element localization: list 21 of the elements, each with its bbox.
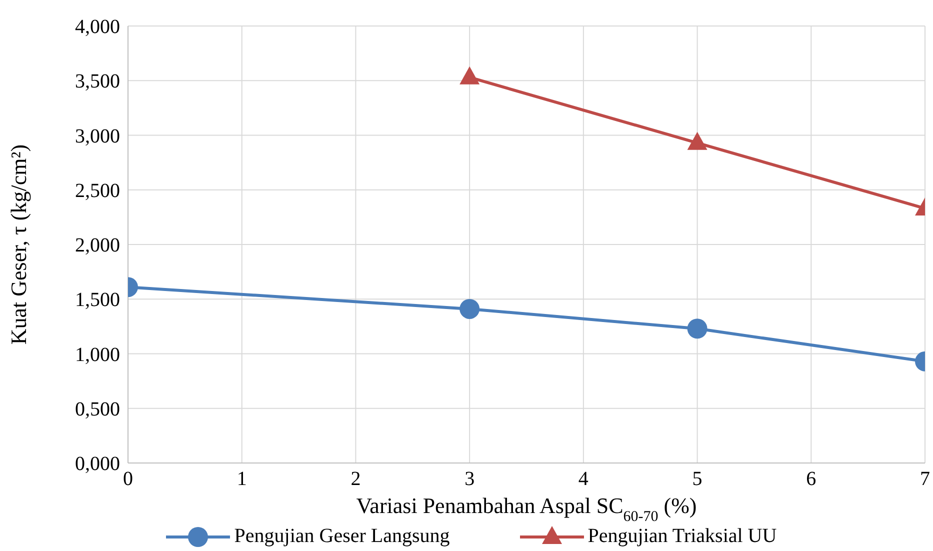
- y-tick-label: 1,500: [75, 289, 120, 312]
- x-axis-title: Variasi Penambahan Aspal SC$_{60-70}$ (%): [356, 493, 697, 525]
- y-tick-label: 0,500: [75, 398, 120, 420]
- y-tick-label: 1,000: [75, 344, 120, 366]
- x-tick-label: 1: [236, 468, 247, 490]
- x-tick-label: 2: [350, 468, 361, 490]
- x-tick-label: 7: [920, 468, 930, 490]
- x-tick-label: 4: [578, 468, 588, 490]
- legend-label: Pengujian Geser Langsung: [234, 525, 450, 548]
- x-tick-label: 6: [806, 468, 816, 490]
- x-tick-label: 5: [692, 468, 702, 490]
- y-tick-label: 2,500: [75, 180, 120, 202]
- x-tick-label: 0: [123, 468, 133, 490]
- y-tick-label: 4,000: [75, 16, 120, 38]
- y-axis-title: Kuat Geser, τ (kg/cm²): [6, 144, 31, 345]
- x-tick-label: 3: [464, 468, 475, 490]
- y-tick-label: 3,000: [75, 125, 120, 148]
- y-tick-label: 2,000: [75, 234, 120, 257]
- y-tick-label: 0,000: [75, 453, 120, 476]
- legend-label: Pengujian Triaksial UU: [588, 525, 777, 548]
- y-tick-label: 3,500: [75, 70, 120, 93]
